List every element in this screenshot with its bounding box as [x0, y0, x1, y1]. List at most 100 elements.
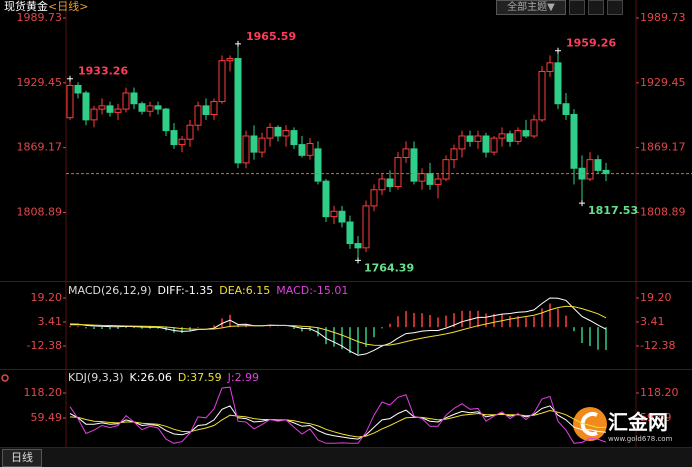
candle-body — [306, 143, 314, 156]
candle-body — [146, 105, 154, 112]
candle-body — [386, 178, 394, 188]
toolbar: 全部主题▼ — [496, 0, 623, 15]
candle-body — [90, 108, 98, 121]
candle-body — [538, 70, 546, 121]
logo-url: www.gold678.com — [608, 435, 673, 443]
y-tick-label: 118.20 — [24, 386, 63, 399]
candle-body — [98, 105, 106, 110]
candle-body — [490, 137, 498, 153]
y-tick-label: 1808.89 — [17, 205, 63, 218]
candle-body — [258, 137, 266, 153]
candle-body — [450, 148, 458, 161]
candle-body — [266, 126, 274, 139]
logo-name: 汇金网 — [608, 410, 668, 434]
theme-dropdown[interactable]: 全部主题▼ — [496, 0, 566, 15]
bottom-bar: 日线 — [0, 447, 692, 467]
candle-body — [186, 124, 194, 140]
indicator-line — [69, 409, 607, 438]
candle-body — [298, 144, 306, 156]
tool-button[interactable] — [588, 0, 604, 15]
candle-body — [234, 58, 242, 164]
candle-body — [442, 159, 450, 180]
legend-name: J: — [227, 371, 235, 384]
candle-body — [546, 62, 554, 72]
y-tick-label-right: -12.38 — [640, 339, 675, 352]
candle-body — [66, 84, 74, 119]
candle-body — [226, 58, 234, 62]
y-tick-label: 3.41 — [38, 315, 63, 328]
y-tick-label-right: 1989.73 — [640, 11, 686, 24]
legend-name: DEA: — [219, 284, 246, 297]
candle-body — [138, 103, 146, 112]
candle-body — [202, 105, 210, 115]
candle-body — [290, 130, 298, 146]
candle-body — [370, 189, 378, 207]
indicator-legend: MACD(26,12,9) DIFF:-1.35 DEA:6.15 MACD:-15.… — [68, 284, 348, 297]
y-tick-label: -12.38 — [27, 339, 62, 352]
dropdown-arrow: ▼ — [547, 2, 555, 13]
theme-label: 全部主题 — [507, 2, 548, 13]
legend-value: -15.01 — [312, 284, 349, 297]
legend-value: 6.15 — [245, 284, 271, 297]
instrument-title: 现货黄金<日线> — [4, 0, 88, 14]
legend-value: 26.06 — [140, 371, 172, 384]
candle-body — [338, 210, 346, 223]
y-tick-label-right: 1869.17 — [640, 141, 686, 154]
candle-body — [242, 135, 250, 164]
candle-body — [82, 92, 90, 121]
tool-button[interactable] — [607, 0, 623, 15]
candle-body — [410, 148, 418, 182]
candle-body — [274, 126, 282, 137]
candle-body — [178, 138, 186, 146]
y-tick-label-right: 118.20 — [640, 386, 679, 399]
candle-body — [458, 135, 466, 150]
low-label: 1817.53 — [588, 204, 638, 217]
candle-body — [418, 173, 426, 182]
instrument-name: 现货黄金 — [4, 0, 48, 13]
candle-body — [330, 210, 338, 218]
candle-body — [346, 221, 354, 245]
tool-button[interactable] — [569, 0, 585, 15]
candle-body — [466, 135, 474, 142]
candle-body — [282, 130, 290, 137]
candle-body — [218, 60, 226, 103]
y-tick-label-right: 1929.45 — [640, 76, 686, 89]
candle-body — [74, 84, 82, 94]
legend-name: K: — [129, 371, 141, 384]
candle-body — [498, 133, 506, 139]
candle-body — [130, 92, 138, 105]
candle-body — [506, 133, 514, 142]
y-tick-label: 1869.17 — [17, 141, 63, 154]
high-label: 1959.26 — [566, 37, 616, 50]
candle-body — [562, 103, 570, 115]
candle-body — [114, 108, 122, 113]
period-label: <日线> — [48, 0, 89, 13]
legend-value: 37.59 — [190, 371, 222, 384]
candle-body — [154, 105, 162, 110]
indicator-line — [69, 405, 607, 440]
candle-body — [394, 156, 402, 188]
legend-value: -1.35 — [184, 284, 214, 297]
high-marker — [67, 75, 73, 82]
indicator-line — [69, 305, 607, 346]
y-tick-label-right: 19.20 — [640, 291, 672, 304]
candle-body — [250, 135, 258, 153]
high-label: 1965.59 — [246, 30, 296, 43]
candle-body — [434, 178, 442, 185]
candle-body — [426, 173, 434, 185]
high-marker — [235, 40, 241, 47]
candle-body — [594, 159, 602, 171]
period-tab[interactable]: 日线 — [2, 449, 42, 467]
candle-body — [170, 130, 178, 146]
candle-body — [570, 113, 578, 169]
y-tick-label-right: 59.49 — [640, 411, 672, 424]
candle-body — [514, 130, 522, 142]
candle-body — [402, 148, 410, 158]
candle-body — [482, 135, 490, 153]
low-label: 1764.39 — [364, 261, 414, 274]
frame — [0, 0, 692, 447]
panel-icon[interactable] — [1, 374, 9, 382]
indicator-title: KDJ(9,3,3) — [68, 371, 124, 384]
